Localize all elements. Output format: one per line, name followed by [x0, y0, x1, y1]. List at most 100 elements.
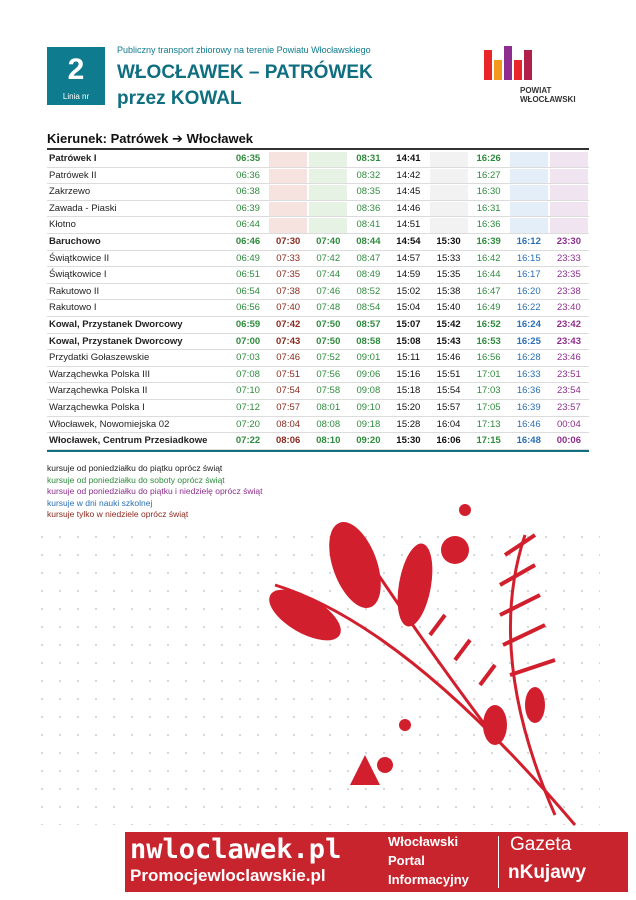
departure-time: 23:33 [556, 252, 581, 264]
departure-time: 15:28 [396, 418, 421, 430]
footer-banner [125, 832, 628, 892]
footer-gazeta: Gazeta [510, 834, 572, 855]
empty-cell [429, 201, 468, 217]
empty-cell [509, 185, 548, 200]
departure-time: 23:38 [556, 285, 581, 297]
departure-time: 15:33 [436, 252, 461, 264]
departure-time: 16:46 [516, 418, 541, 430]
departure-time: 07:30 [275, 236, 301, 247]
row-separator [47, 349, 589, 351]
departure-time: 15:40 [436, 302, 461, 314]
stop-name: Włocławek, Centrum Przesiadkowe [49, 435, 208, 447]
footer-portal: Informacyjny [388, 872, 469, 887]
departure-time: 14:59 [396, 269, 421, 281]
row-separator [47, 199, 589, 201]
departure-time: 06:39 [236, 202, 260, 214]
departure-time: 07:43 [275, 335, 301, 347]
departure-time: 08:52 [356, 285, 381, 297]
departure-time: 16:39 [516, 402, 541, 413]
departure-time: 07:10 [236, 385, 260, 397]
departure-time: 07:35 [276, 269, 301, 281]
departure-time: 07:50 [316, 335, 341, 347]
departure-time: 23:51 [556, 368, 581, 380]
departure-time: 07:12 [236, 402, 260, 413]
departure-time: 06:54 [236, 285, 260, 297]
departure-time: 17:01 [476, 368, 501, 380]
subtitle: Publiczny transport zbiorowy na terenie … [117, 45, 371, 55]
empty-cell [549, 168, 588, 184]
departure-time: 07:20 [236, 418, 260, 430]
departure-time: 07:57 [276, 402, 301, 413]
departure-time: 15:57 [436, 402, 461, 413]
empty-cell [309, 152, 348, 167]
empty-cell [509, 152, 548, 167]
departure-time: 06:56 [236, 302, 260, 314]
departure-time: 00:06 [556, 435, 581, 447]
row-separator [47, 382, 589, 384]
departure-time: 07:51 [276, 368, 301, 380]
departure-time: 07:08 [236, 368, 260, 380]
stop-name: Rakutowo I [49, 302, 97, 314]
departure-time: 15:38 [436, 285, 461, 297]
departure-time: 08:54 [356, 302, 381, 314]
departure-time: 16:24 [516, 319, 541, 330]
folk-flower-decoration [269, 504, 577, 826]
departure-time: 23:42 [556, 319, 581, 330]
row-separator [47, 365, 589, 367]
stop-name: Warząchewka Polska II [49, 385, 148, 397]
row-separator [47, 415, 589, 417]
departure-time: 23:40 [556, 302, 581, 314]
row-separator [47, 249, 589, 251]
departure-time: 15:04 [396, 302, 421, 314]
departure-time: 16:44 [476, 269, 501, 281]
departure-time: 07:42 [316, 252, 341, 264]
departure-time: 16:22 [516, 302, 541, 314]
departure-time: 15:16 [396, 368, 421, 380]
departure-time: 08:49 [356, 269, 381, 281]
table-top-rule [47, 148, 589, 150]
departure-time: 08:57 [356, 319, 381, 330]
departure-time: 16:53 [476, 335, 501, 347]
empty-cell [549, 185, 588, 200]
departure-time: 16:36 [476, 219, 501, 231]
departure-time: 16:47 [476, 285, 501, 297]
departure-time: 07:00 [235, 335, 261, 347]
departure-time: 23:35 [556, 269, 581, 281]
departure-time: 15:20 [396, 402, 421, 413]
departure-time: 16:15 [516, 252, 541, 264]
departure-time: 07:03 [236, 352, 260, 364]
legend-item: kursuje od poniedziałku do piątku oprócz… [47, 463, 223, 473]
departure-time: 15:08 [396, 335, 421, 347]
departure-time: 00:04 [556, 418, 581, 430]
departure-time: 08:32 [356, 169, 381, 181]
departure-time: 16:52 [476, 319, 501, 330]
departure-time: 17:15 [476, 435, 501, 447]
row-separator [47, 432, 589, 434]
legend-item: kursuje od poniedziałku do piątku i nied… [47, 486, 263, 496]
departure-time: 07:54 [276, 385, 301, 397]
departure-time: 08:10 [316, 435, 341, 447]
stop-name: Kowal, Przystanek Dworcowy [49, 335, 183, 347]
row-separator [47, 316, 589, 317]
line-label: Linia nr [62, 92, 90, 101]
departure-time: 16:31 [476, 202, 501, 214]
departure-time: 17:13 [476, 418, 501, 430]
departure-time: 23:57 [556, 402, 581, 413]
departure-time: 16:06 [436, 435, 461, 447]
departure-time: 16:20 [516, 285, 541, 297]
empty-cell [429, 168, 468, 184]
line-number: 2 [67, 53, 85, 86]
departure-time: 08:35 [356, 186, 381, 198]
departure-time: 14:57 [396, 252, 421, 264]
departure-time: 16:28 [516, 352, 541, 364]
departure-time: 14:46 [396, 202, 421, 214]
departure-time: 07:56 [316, 368, 341, 380]
departure-time: 07:40 [276, 302, 301, 314]
empty-cell [309, 201, 348, 217]
empty-cell [269, 168, 308, 184]
logo-text: POWIAT [520, 86, 552, 95]
stop-name: Zakrzewo [49, 186, 91, 198]
title: WŁOCŁAWEK – PATRÓWEK [117, 62, 373, 83]
departure-time: 07:58 [316, 385, 341, 397]
